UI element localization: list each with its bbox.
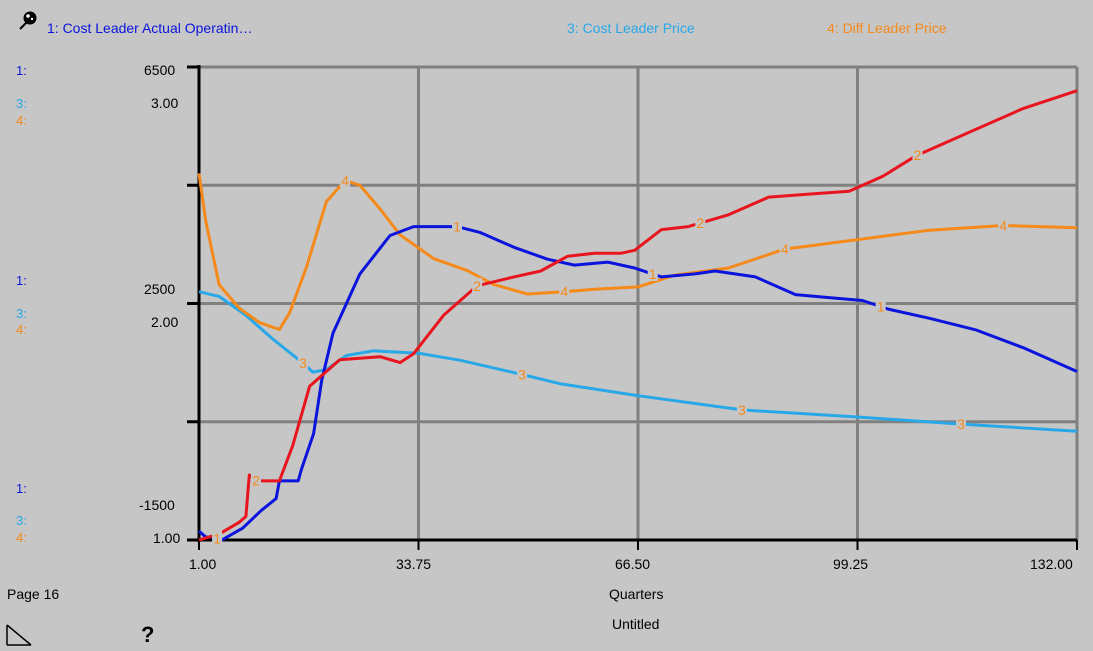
axis-key-1-top: 1: <box>16 63 27 78</box>
axis-key-3-bottom: 3: <box>16 513 27 528</box>
series-3-marker-3: 3 <box>957 416 965 432</box>
series-line-1 <box>198 225 1078 542</box>
series-2-marker-2: 2 <box>696 215 704 231</box>
series-2-marker-bg-3 <box>912 147 923 163</box>
series-1-marker-bg-0 <box>212 530 223 546</box>
axis-key-4-mid: 4: <box>16 322 27 337</box>
axis-key-4-top: 4: <box>16 113 27 128</box>
series-2-marker-0: 2 <box>252 472 260 488</box>
axis-key-1-bottom: 1: <box>16 481 27 496</box>
series-2-marker-1: 2 <box>473 278 481 294</box>
series-line-4 <box>197 173 1078 331</box>
y-tick-neg1500: -1500 <box>139 497 175 513</box>
series-1-marker-3: 1 <box>877 299 885 315</box>
x-tick-5: 132.00 <box>1030 556 1073 572</box>
series-4-marker-bg-0 <box>340 172 351 188</box>
series-3-marker-2: 3 <box>738 402 746 418</box>
series-1-marker-2: 1 <box>649 266 657 282</box>
x-tick-3: 66.50 <box>615 556 651 572</box>
legend-series-3: 3: Cost Leader Price <box>567 20 695 36</box>
series-3-marker-bg-2 <box>736 401 747 417</box>
series-1-marker-bg-1 <box>452 218 463 234</box>
series-line-3 <box>198 290 1078 433</box>
y-tick-2-00: 2.00 <box>151 314 179 330</box>
pin-icon[interactable] <box>16 9 40 38</box>
y-tick-3-00: 3.00 <box>151 95 179 111</box>
page-label[interactable]: Page 16 <box>7 586 60 602</box>
series-1-marker-bg-3 <box>875 298 886 314</box>
y-tick-6500: 6500 <box>144 62 176 78</box>
x-tick-2: 33.75 <box>396 556 432 572</box>
series-3-marker-1: 3 <box>518 366 526 382</box>
axis-key-4-bottom: 4: <box>16 530 27 545</box>
series-4-marker-1: 4 <box>560 284 568 300</box>
series-4-marker-bg-2 <box>779 241 790 257</box>
series-1-marker-1: 1 <box>453 219 461 235</box>
series-4-marker-2: 4 <box>781 241 789 257</box>
series-4-marker-bg-3 <box>998 217 1009 233</box>
x-tick-1: 1.00 <box>189 556 217 572</box>
x-axis-label: Quarters <box>609 586 664 602</box>
y-tick-2500: 2500 <box>144 281 176 297</box>
series-3-marker-bg-0 <box>297 355 308 371</box>
series-2-marker-bg-0 <box>250 472 261 488</box>
series-2-marker-bg-1 <box>472 277 483 293</box>
series-1-marker-0: 1 <box>213 531 221 547</box>
series-4-marker-bg-1 <box>559 283 570 299</box>
series-2-marker-bg-2 <box>695 215 706 231</box>
legend-series-4: 4: Diff Leader Price <box>827 20 947 36</box>
x-tick-4: 99.25 <box>833 556 869 572</box>
series-4-marker-3: 4 <box>999 217 1007 233</box>
series-2-marker-3: 2 <box>914 147 922 163</box>
untitled-label: Untitled <box>612 616 660 632</box>
axis-key-3-mid: 3: <box>16 306 27 321</box>
help-icon[interactable]: ? <box>141 622 155 647</box>
corner-resize-icon[interactable] <box>6 624 32 651</box>
axis-key-3-top: 3: <box>16 96 27 111</box>
series-3-marker-bg-3 <box>956 416 967 432</box>
series-3-marker-0: 3 <box>299 355 307 371</box>
axis-key-1-mid: 1: <box>16 273 27 288</box>
series-1-marker-bg-2 <box>647 266 658 282</box>
legend-series-1: 1: Cost Leader Actual Operatin… <box>47 20 253 36</box>
series-3-marker-bg-1 <box>517 366 528 382</box>
y-tick-1-00: 1.00 <box>153 530 181 546</box>
series-4-marker-0: 4 <box>341 173 349 189</box>
